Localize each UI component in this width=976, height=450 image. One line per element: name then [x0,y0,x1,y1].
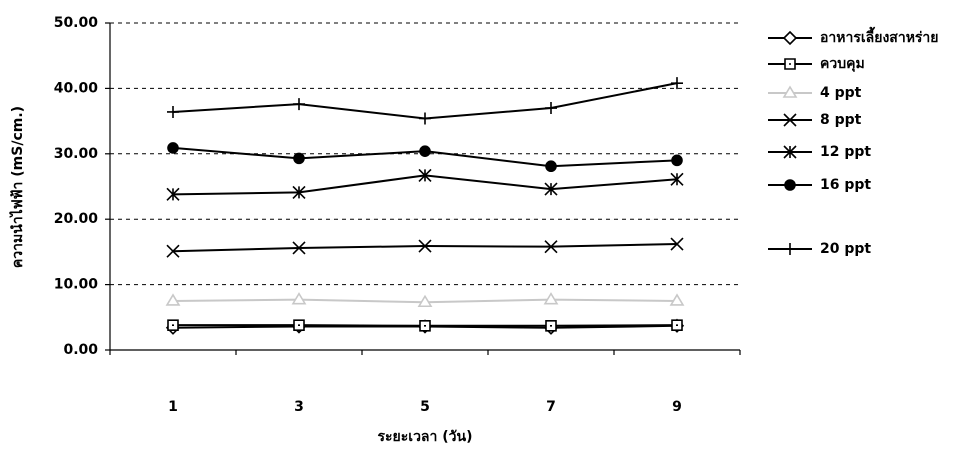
marker [418,239,432,253]
marker [670,237,684,251]
marker [293,98,305,111]
legend-label: 8 ppt [820,112,862,128]
y-axis-label: ความนำไฟฟ้า (mS/cm.) [8,106,26,268]
marker [167,319,179,331]
marker [671,319,683,331]
marker [292,241,306,255]
marker [543,292,559,305]
marker [545,102,557,115]
legend-label: 16 ppt [820,177,871,193]
legend-label: อาหารเลี้ยงสาหร่าย [820,26,939,46]
marker [418,168,432,182]
marker [293,152,305,165]
marker [291,292,307,305]
x-tick-label: 9 [672,399,682,415]
marker [166,244,180,258]
marker [784,58,796,70]
marker [544,240,558,254]
marker [671,154,683,167]
marker [544,182,558,196]
x-tick-label: 3 [294,399,304,415]
marker [293,319,305,331]
marker [783,145,797,159]
marker [419,112,431,125]
legend-label: ควบคุม [820,56,865,72]
marker [417,294,433,308]
marker [545,160,557,173]
marker [671,77,683,90]
marker [165,293,181,306]
marker [419,145,431,157]
x-tick-label: 1 [168,399,178,415]
marker [782,85,798,98]
marker [782,30,798,46]
y-tick-label: 50.00 [54,15,99,31]
x-tick-label: 5 [420,399,430,415]
marker [545,320,557,332]
x-tick-label: 7 [546,399,556,415]
legend-label: 4 ppt [820,85,862,101]
marker [419,320,431,332]
marker [292,185,306,199]
marker [166,187,180,201]
y-tick-label: 10.00 [54,277,99,293]
y-tick-label: 40.00 [54,80,99,96]
marker [783,113,797,127]
y-tick-label: 30.00 [54,146,99,162]
legend-label: 12 ppt [820,144,871,160]
y-tick-label: 20.00 [54,211,99,227]
marker [167,105,179,118]
marker [670,172,684,186]
legend-label: 20 ppt [820,241,871,257]
marker [669,293,685,306]
y-tick-label: 0.00 [63,342,98,358]
x-axis-label: ระยะเวลา (วัน) [378,429,473,445]
marker [784,243,796,255]
marker [167,142,179,154]
marker [784,179,796,191]
